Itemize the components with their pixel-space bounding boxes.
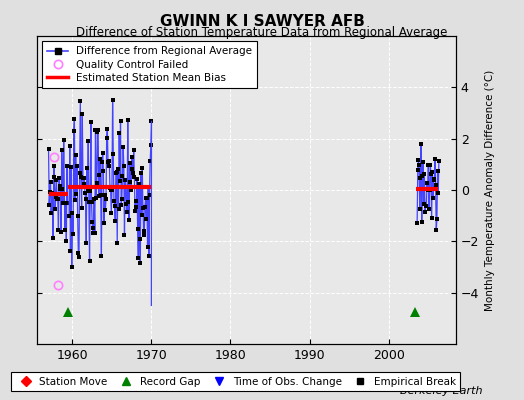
Text: GWINN K I SAWYER AFB: GWINN K I SAWYER AFB [160,14,364,29]
Y-axis label: Monthly Temperature Anomaly Difference (°C): Monthly Temperature Anomaly Difference (… [485,69,495,311]
Legend: Station Move, Record Gap, Time of Obs. Change, Empirical Break: Station Move, Record Gap, Time of Obs. C… [12,372,460,391]
Legend: Difference from Regional Average, Quality Control Failed, Estimated Station Mean: Difference from Regional Average, Qualit… [42,41,257,88]
Text: Berkeley Earth: Berkeley Earth [400,386,482,396]
Text: Difference of Station Temperature Data from Regional Average: Difference of Station Temperature Data f… [77,26,447,39]
